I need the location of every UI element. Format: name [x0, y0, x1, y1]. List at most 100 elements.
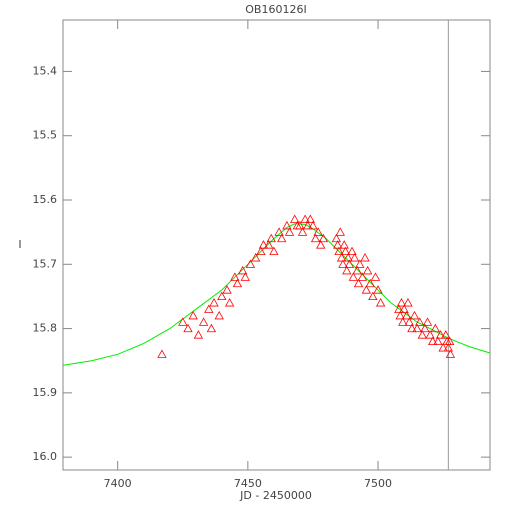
x-axis-label: JD - 2450000	[239, 489, 312, 502]
data-point	[443, 343, 454, 352]
data-point	[362, 265, 373, 275]
data-point	[445, 349, 456, 358]
data-point	[214, 310, 224, 320]
data-point	[264, 240, 274, 249]
data-point	[353, 278, 364, 288]
data-point	[240, 272, 250, 281]
data-point	[198, 317, 209, 326]
data-point	[349, 253, 360, 262]
data-point	[295, 220, 305, 230]
data-point	[403, 298, 413, 307]
data-point	[435, 330, 446, 339]
y-tick-label: 15.4	[33, 64, 58, 77]
data-point	[333, 240, 343, 249]
data-point	[290, 214, 300, 223]
data-point	[204, 304, 214, 313]
data-point	[206, 323, 217, 333]
data-point	[310, 233, 321, 243]
data-point	[157, 349, 167, 358]
data-point	[336, 253, 347, 262]
data-point	[303, 220, 313, 230]
data-point	[274, 227, 284, 236]
data-point	[269, 246, 279, 256]
data-point	[361, 285, 372, 294]
x-tick-label: 7450	[234, 477, 262, 490]
data-point	[433, 336, 443, 346]
data-point	[266, 233, 276, 243]
data-point	[188, 310, 198, 320]
y-tick-label: 15.9	[33, 386, 58, 399]
data-point	[250, 253, 261, 262]
data-point	[409, 310, 420, 320]
data-point	[430, 323, 441, 333]
data-point	[339, 240, 349, 249]
y-tick-label: 15.7	[33, 257, 58, 270]
data-point	[237, 265, 248, 275]
data-point	[399, 304, 409, 313]
data-point	[277, 233, 287, 243]
data-point	[338, 259, 348, 268]
data-point	[422, 317, 433, 326]
data-point	[425, 330, 435, 339]
data-point	[368, 291, 378, 301]
data-point	[222, 285, 232, 294]
y-tick-label: 15.5	[33, 129, 58, 142]
data-point	[360, 253, 370, 262]
data-point	[183, 323, 193, 333]
data-point	[417, 330, 427, 339]
chart-title: OB160126I	[245, 3, 306, 16]
data-point	[342, 265, 352, 275]
data-point	[232, 278, 243, 288]
data-point	[375, 298, 386, 307]
x-tick-label: 7500	[364, 477, 392, 490]
data-point	[334, 246, 344, 256]
data-point	[284, 227, 295, 236]
data-point	[300, 214, 310, 223]
data-point	[404, 317, 414, 326]
data-point	[305, 214, 316, 223]
data-point	[178, 317, 188, 326]
data-point	[412, 323, 422, 333]
data-point	[297, 227, 308, 236]
data-point	[193, 330, 204, 339]
data-point	[245, 259, 256, 268]
data-point	[335, 227, 345, 236]
data-point	[438, 343, 448, 352]
data-point	[209, 298, 219, 307]
data-point	[420, 323, 430, 333]
data-point	[441, 330, 451, 339]
x-tick-label: 7400	[104, 477, 132, 490]
plot-frame	[62, 19, 491, 471]
data-point	[365, 278, 375, 288]
y-tick-label: 15.8	[33, 322, 58, 335]
data-point	[258, 240, 269, 249]
data-point	[344, 259, 355, 268]
data-point	[402, 310, 412, 320]
y-axis-label: I	[18, 238, 21, 251]
data-point	[428, 336, 438, 346]
data-point	[394, 304, 404, 313]
data-point	[318, 233, 329, 243]
data-point	[256, 246, 266, 256]
data-point	[217, 291, 227, 301]
data-point	[316, 240, 326, 249]
data-point	[331, 233, 342, 243]
data-point	[282, 220, 292, 230]
data-point	[370, 272, 381, 281]
data-point	[396, 298, 407, 307]
data-point	[348, 272, 358, 281]
data-point	[352, 265, 362, 275]
data-point	[355, 259, 365, 268]
data-point	[230, 272, 240, 281]
data-point	[395, 310, 405, 320]
data-point	[343, 253, 353, 262]
data-point	[357, 272, 368, 281]
data-point	[347, 246, 357, 256]
data-point	[373, 285, 383, 294]
data-point	[398, 317, 408, 326]
data-point	[444, 336, 455, 346]
data-point	[308, 220, 318, 230]
y-tick-label: 15.6	[33, 193, 58, 206]
y-tick-label: 16.0	[33, 450, 58, 463]
